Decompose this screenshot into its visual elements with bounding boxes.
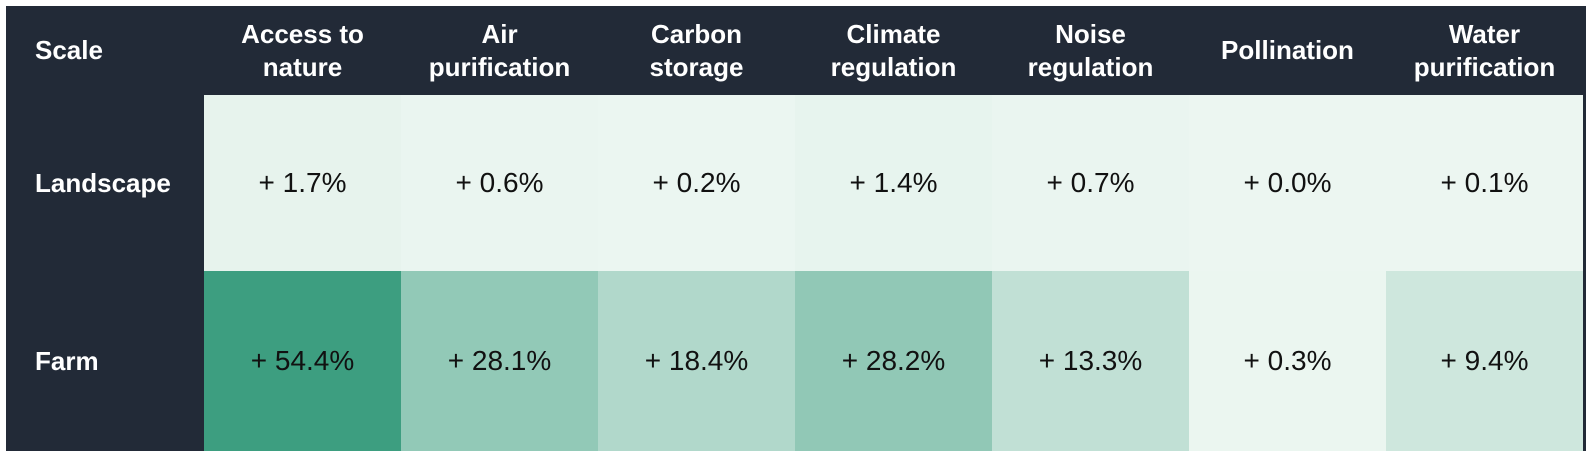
heatmap-cell: + 1.7%: [204, 95, 401, 271]
column-header: Carbon storage: [598, 6, 795, 95]
heatmap-table: Scale Access to nature Air purification Carb…: [6, 6, 1586, 451]
column-header-line: Pollination: [1221, 35, 1354, 65]
column-header-line: regulation: [1027, 51, 1154, 82]
heatmap-cell: + 13.3%: [992, 271, 1189, 451]
column-header-text: Air purification: [429, 18, 571, 84]
heatmap-cell: + 0.2%: [598, 95, 795, 271]
cell-value-label: + 0.7%: [1046, 167, 1135, 198]
heatmap-cell: + 0.3%: [1189, 271, 1386, 451]
row-label: Landscape: [6, 95, 204, 271]
column-header-text: Climate regulation: [831, 18, 957, 84]
cell-value-label: + 28.1%: [447, 345, 552, 376]
cell-value-label: + 0.1%: [1440, 167, 1529, 198]
heatmap-cell: + 0.6%: [401, 95, 598, 271]
cell-value-label: + 0.0%: [1243, 167, 1332, 198]
column-header-line: Air: [481, 18, 518, 49]
cell-value-label: + 13.3%: [1038, 345, 1143, 376]
column-header-text: Carbon storage: [650, 18, 744, 84]
heatmap-cell: + 28.1%: [401, 271, 598, 451]
heatmap-cell: + 0.1%: [1386, 95, 1583, 271]
column-header: Pollination: [1189, 6, 1386, 95]
row-label: Farm: [6, 271, 204, 451]
column-header-line: purification: [1413, 51, 1556, 82]
heatmap-cell: + 1.4%: [795, 95, 992, 271]
cell-value-label: + 54.4%: [250, 345, 355, 376]
column-header-text: Access to nature: [241, 18, 364, 84]
cell-value-label: + 0.2%: [652, 167, 741, 198]
cell-value-label: + 18.4%: [644, 345, 749, 376]
column-header-text: Water purification: [1414, 18, 1556, 84]
cell-value-label: + 1.4%: [849, 167, 938, 198]
column-header-text: Pollination: [1221, 34, 1354, 67]
cell-value-label: + 28.2%: [841, 345, 946, 376]
column-header-line: purification: [428, 51, 571, 82]
column-header-line: Water: [1448, 18, 1521, 49]
column-header-line: storage: [649, 51, 744, 82]
heatmap-cell: + 18.4%: [598, 271, 795, 451]
heatmap-cell: + 54.4%: [204, 271, 401, 451]
column-header-line: Climate: [846, 18, 941, 49]
column-header: Water purification: [1386, 6, 1583, 95]
column-header: Noise regulation: [992, 6, 1189, 95]
column-header: Access to nature: [204, 6, 401, 95]
heatmap-cell: + 0.7%: [992, 95, 1189, 271]
column-header-line: Noise: [1055, 18, 1126, 49]
column-header: Climate regulation: [795, 6, 992, 95]
cell-value-label: + 0.3%: [1243, 345, 1332, 376]
column-header-line: nature: [262, 51, 343, 82]
cell-value-label: + 1.7%: [258, 167, 347, 198]
corner-label: Scale: [35, 35, 103, 65]
heatmap-cell: + 0.0%: [1189, 95, 1386, 271]
column-header-line: Access to: [241, 18, 364, 49]
column-header-line: Carbon: [650, 18, 742, 49]
cell-value-label: + 0.6%: [455, 167, 544, 198]
heatmap-cell: + 9.4%: [1386, 271, 1583, 451]
cell-value-label: + 9.4%: [1440, 345, 1529, 376]
heatmap-cell: + 28.2%: [795, 271, 992, 451]
column-header: Air purification: [401, 6, 598, 95]
column-header-line: regulation: [830, 51, 957, 82]
column-header-text: Noise regulation: [1028, 18, 1154, 84]
